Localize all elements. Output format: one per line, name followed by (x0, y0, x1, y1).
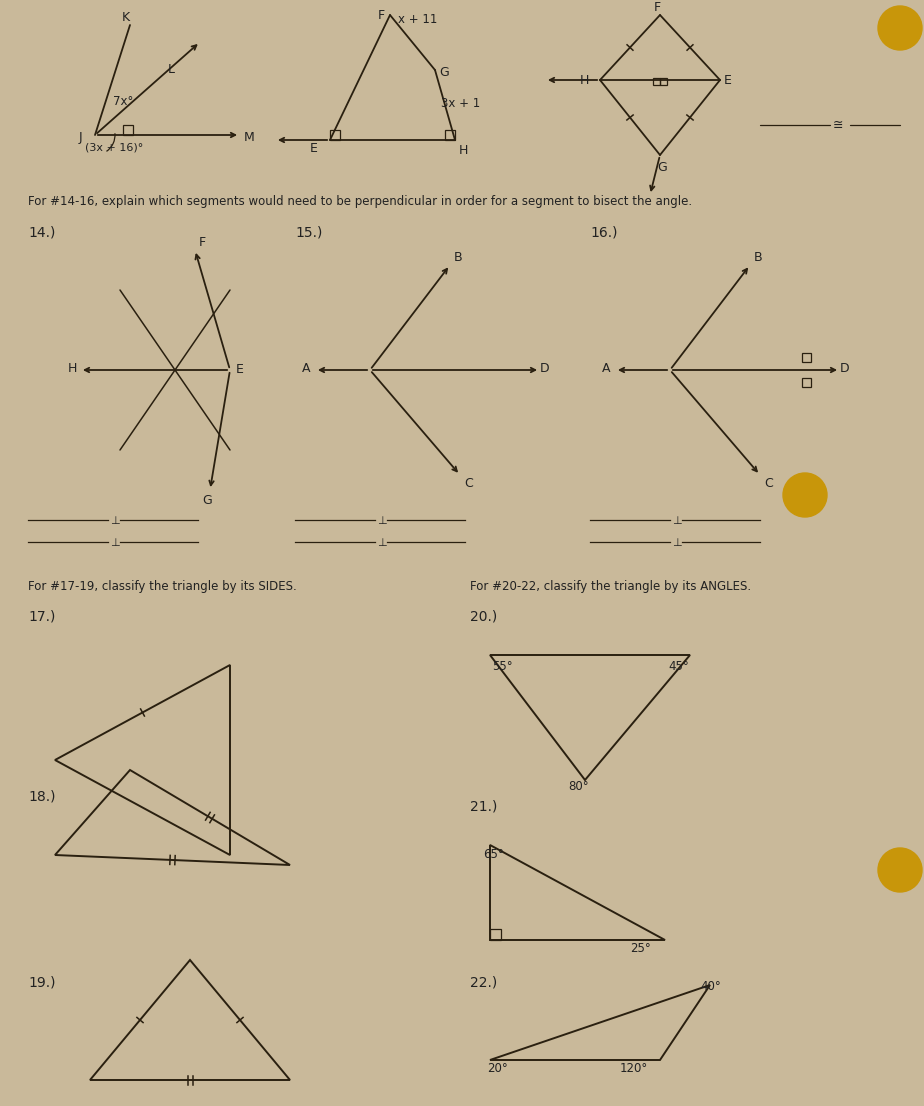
Text: 18.): 18.) (28, 790, 55, 804)
Text: A: A (302, 362, 310, 375)
Text: For #17-19, classify the triangle by its SIDES.: For #17-19, classify the triangle by its… (28, 580, 297, 593)
Circle shape (783, 473, 827, 517)
Text: D: D (540, 362, 550, 375)
Text: B: B (454, 251, 463, 264)
Circle shape (878, 6, 922, 50)
Text: B: B (754, 251, 762, 264)
Text: G: G (439, 66, 449, 79)
Text: 3x + 1: 3x + 1 (441, 97, 480, 109)
Text: 65°: 65° (483, 848, 504, 860)
Text: ≅: ≅ (833, 118, 844, 132)
Text: F: F (654, 1, 662, 14)
Text: G: G (657, 161, 667, 174)
Text: D: D (840, 362, 850, 375)
Text: H: H (68, 362, 78, 375)
Text: 45°: 45° (668, 660, 688, 672)
Text: A: A (602, 362, 611, 375)
Text: 21.): 21.) (470, 800, 497, 814)
Text: F: F (199, 236, 206, 249)
Text: For #14-16, explain which segments would need to be perpendicular in order for a: For #14-16, explain which segments would… (28, 195, 692, 208)
Text: 20°: 20° (487, 1062, 508, 1075)
Text: H: H (580, 74, 590, 87)
Text: 7x°: 7x° (113, 95, 133, 108)
Text: 25°: 25° (630, 942, 650, 954)
Text: 22.): 22.) (470, 975, 497, 989)
Text: L: L (168, 63, 175, 76)
Text: 40°: 40° (700, 980, 721, 993)
Text: K: K (122, 11, 130, 24)
Text: ⊥: ⊥ (672, 538, 682, 547)
Text: H: H (459, 144, 468, 157)
Text: For #20-22, classify the triangle by its ANGLES.: For #20-22, classify the triangle by its… (470, 580, 751, 593)
Text: (3x + 16)°: (3x + 16)° (85, 143, 143, 153)
Text: E: E (236, 363, 244, 376)
Text: E: E (310, 142, 318, 155)
Text: E: E (724, 74, 732, 87)
Text: G: G (202, 494, 212, 507)
Text: 55°: 55° (492, 660, 513, 672)
Text: ⊥: ⊥ (377, 538, 387, 547)
Text: C: C (464, 477, 473, 490)
Text: 16.): 16.) (590, 225, 617, 239)
Text: F: F (378, 9, 385, 22)
Circle shape (878, 848, 922, 893)
Text: 15.): 15.) (295, 225, 322, 239)
Text: ⊥: ⊥ (110, 517, 120, 526)
Text: C: C (764, 477, 772, 490)
Text: 19.): 19.) (28, 975, 55, 989)
Text: 14.): 14.) (28, 225, 55, 239)
Text: ⊥: ⊥ (672, 517, 682, 526)
Text: 17.): 17.) (28, 611, 55, 624)
Text: ⊥: ⊥ (377, 517, 387, 526)
Text: 20.): 20.) (470, 611, 497, 624)
Text: 120°: 120° (620, 1062, 649, 1075)
Text: M: M (244, 131, 255, 144)
Text: J: J (79, 131, 82, 144)
Text: ⊥: ⊥ (110, 538, 120, 547)
Text: 80°: 80° (568, 780, 589, 793)
Text: x + 11: x + 11 (398, 13, 437, 27)
